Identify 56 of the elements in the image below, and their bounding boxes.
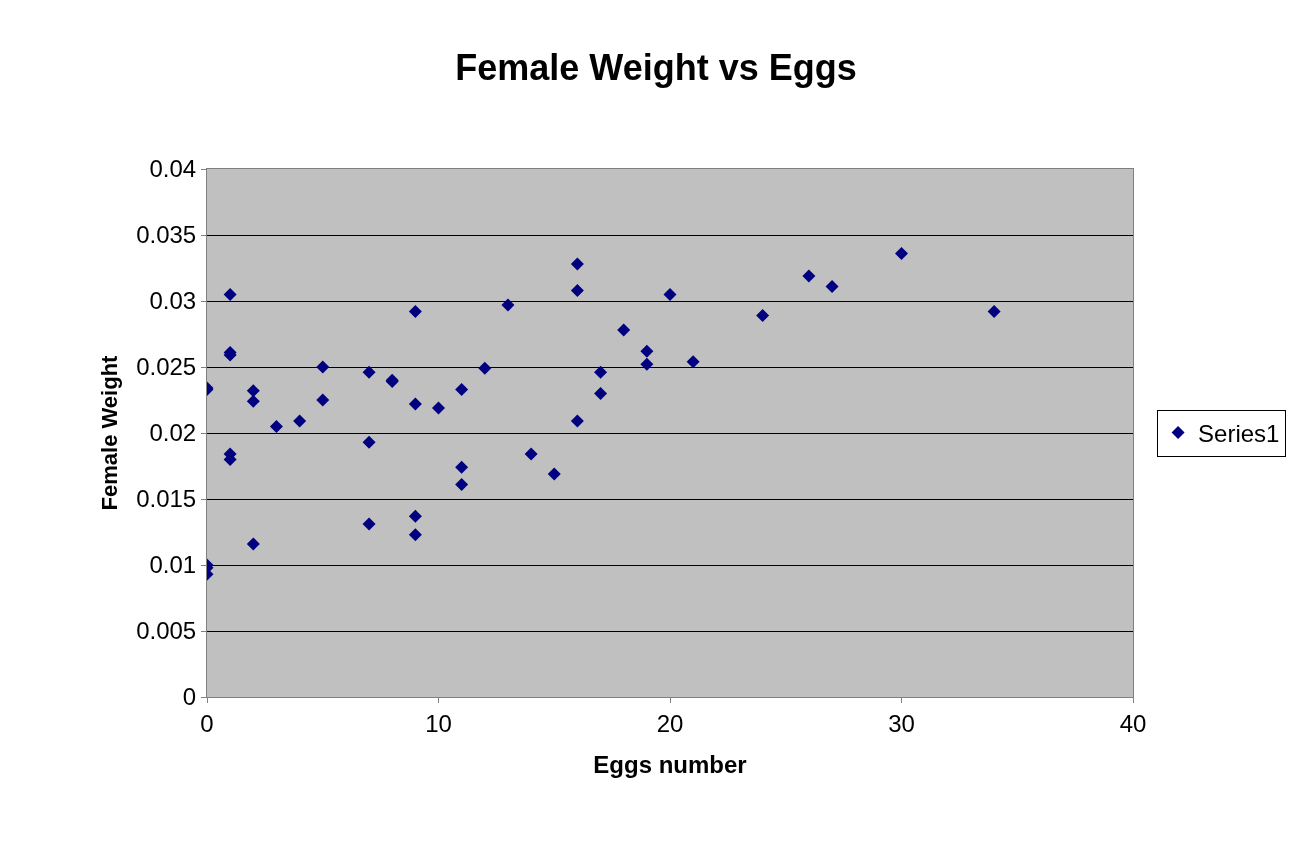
point — [246, 384, 260, 398]
point — [246, 394, 260, 408]
point — [640, 357, 654, 371]
point — [432, 401, 445, 415]
point — [663, 287, 677, 301]
y-tick-label: 0.035 — [136, 221, 197, 249]
y-tick-label: 0.03 — [149, 287, 197, 315]
y-tick-label: 0.005 — [136, 617, 197, 645]
point — [362, 365, 376, 379]
point — [524, 447, 538, 461]
x-tick-label: 40 — [1119, 709, 1147, 737]
point — [362, 435, 376, 449]
point — [478, 361, 492, 375]
x-axis-title: Eggs number — [593, 751, 747, 779]
point — [570, 283, 584, 297]
point — [825, 279, 839, 293]
point — [269, 419, 283, 433]
y-tick-label: 0.015 — [136, 485, 197, 513]
y-tick-label: 0.025 — [136, 353, 197, 381]
point — [408, 528, 422, 542]
point — [802, 269, 816, 283]
point — [594, 365, 608, 379]
point — [223, 287, 237, 301]
y-tick-label: 0.04 — [149, 155, 197, 183]
point — [408, 509, 422, 523]
point — [570, 257, 584, 271]
point — [408, 305, 422, 319]
point — [617, 323, 631, 337]
point — [501, 298, 515, 312]
point — [316, 360, 330, 374]
y-axis-title: Female Weight — [96, 354, 122, 511]
point — [455, 382, 469, 396]
point — [362, 517, 376, 531]
point — [594, 386, 608, 400]
y-tick-label: 0.02 — [149, 419, 197, 447]
point — [316, 393, 330, 407]
point — [686, 355, 700, 369]
x-tick-label: 20 — [656, 709, 684, 737]
x-tick-label: 30 — [888, 709, 915, 737]
x-tick-label: 0 — [200, 709, 214, 737]
point — [408, 397, 422, 411]
point — [293, 414, 307, 428]
point — [640, 344, 654, 358]
y-tick-label: 0 — [182, 683, 197, 711]
legend-label: Series1 — [1198, 419, 1280, 447]
point — [987, 305, 1001, 319]
point — [246, 537, 260, 551]
point — [895, 246, 908, 260]
point — [547, 467, 561, 481]
x-tick-label: 10 — [425, 709, 452, 737]
y-tick-label: 0.01 — [149, 551, 197, 579]
point — [570, 414, 584, 428]
point — [455, 460, 469, 474]
chart-title: Female Weight vs Eggs — [455, 47, 857, 89]
point — [756, 309, 770, 323]
point — [455, 477, 469, 491]
